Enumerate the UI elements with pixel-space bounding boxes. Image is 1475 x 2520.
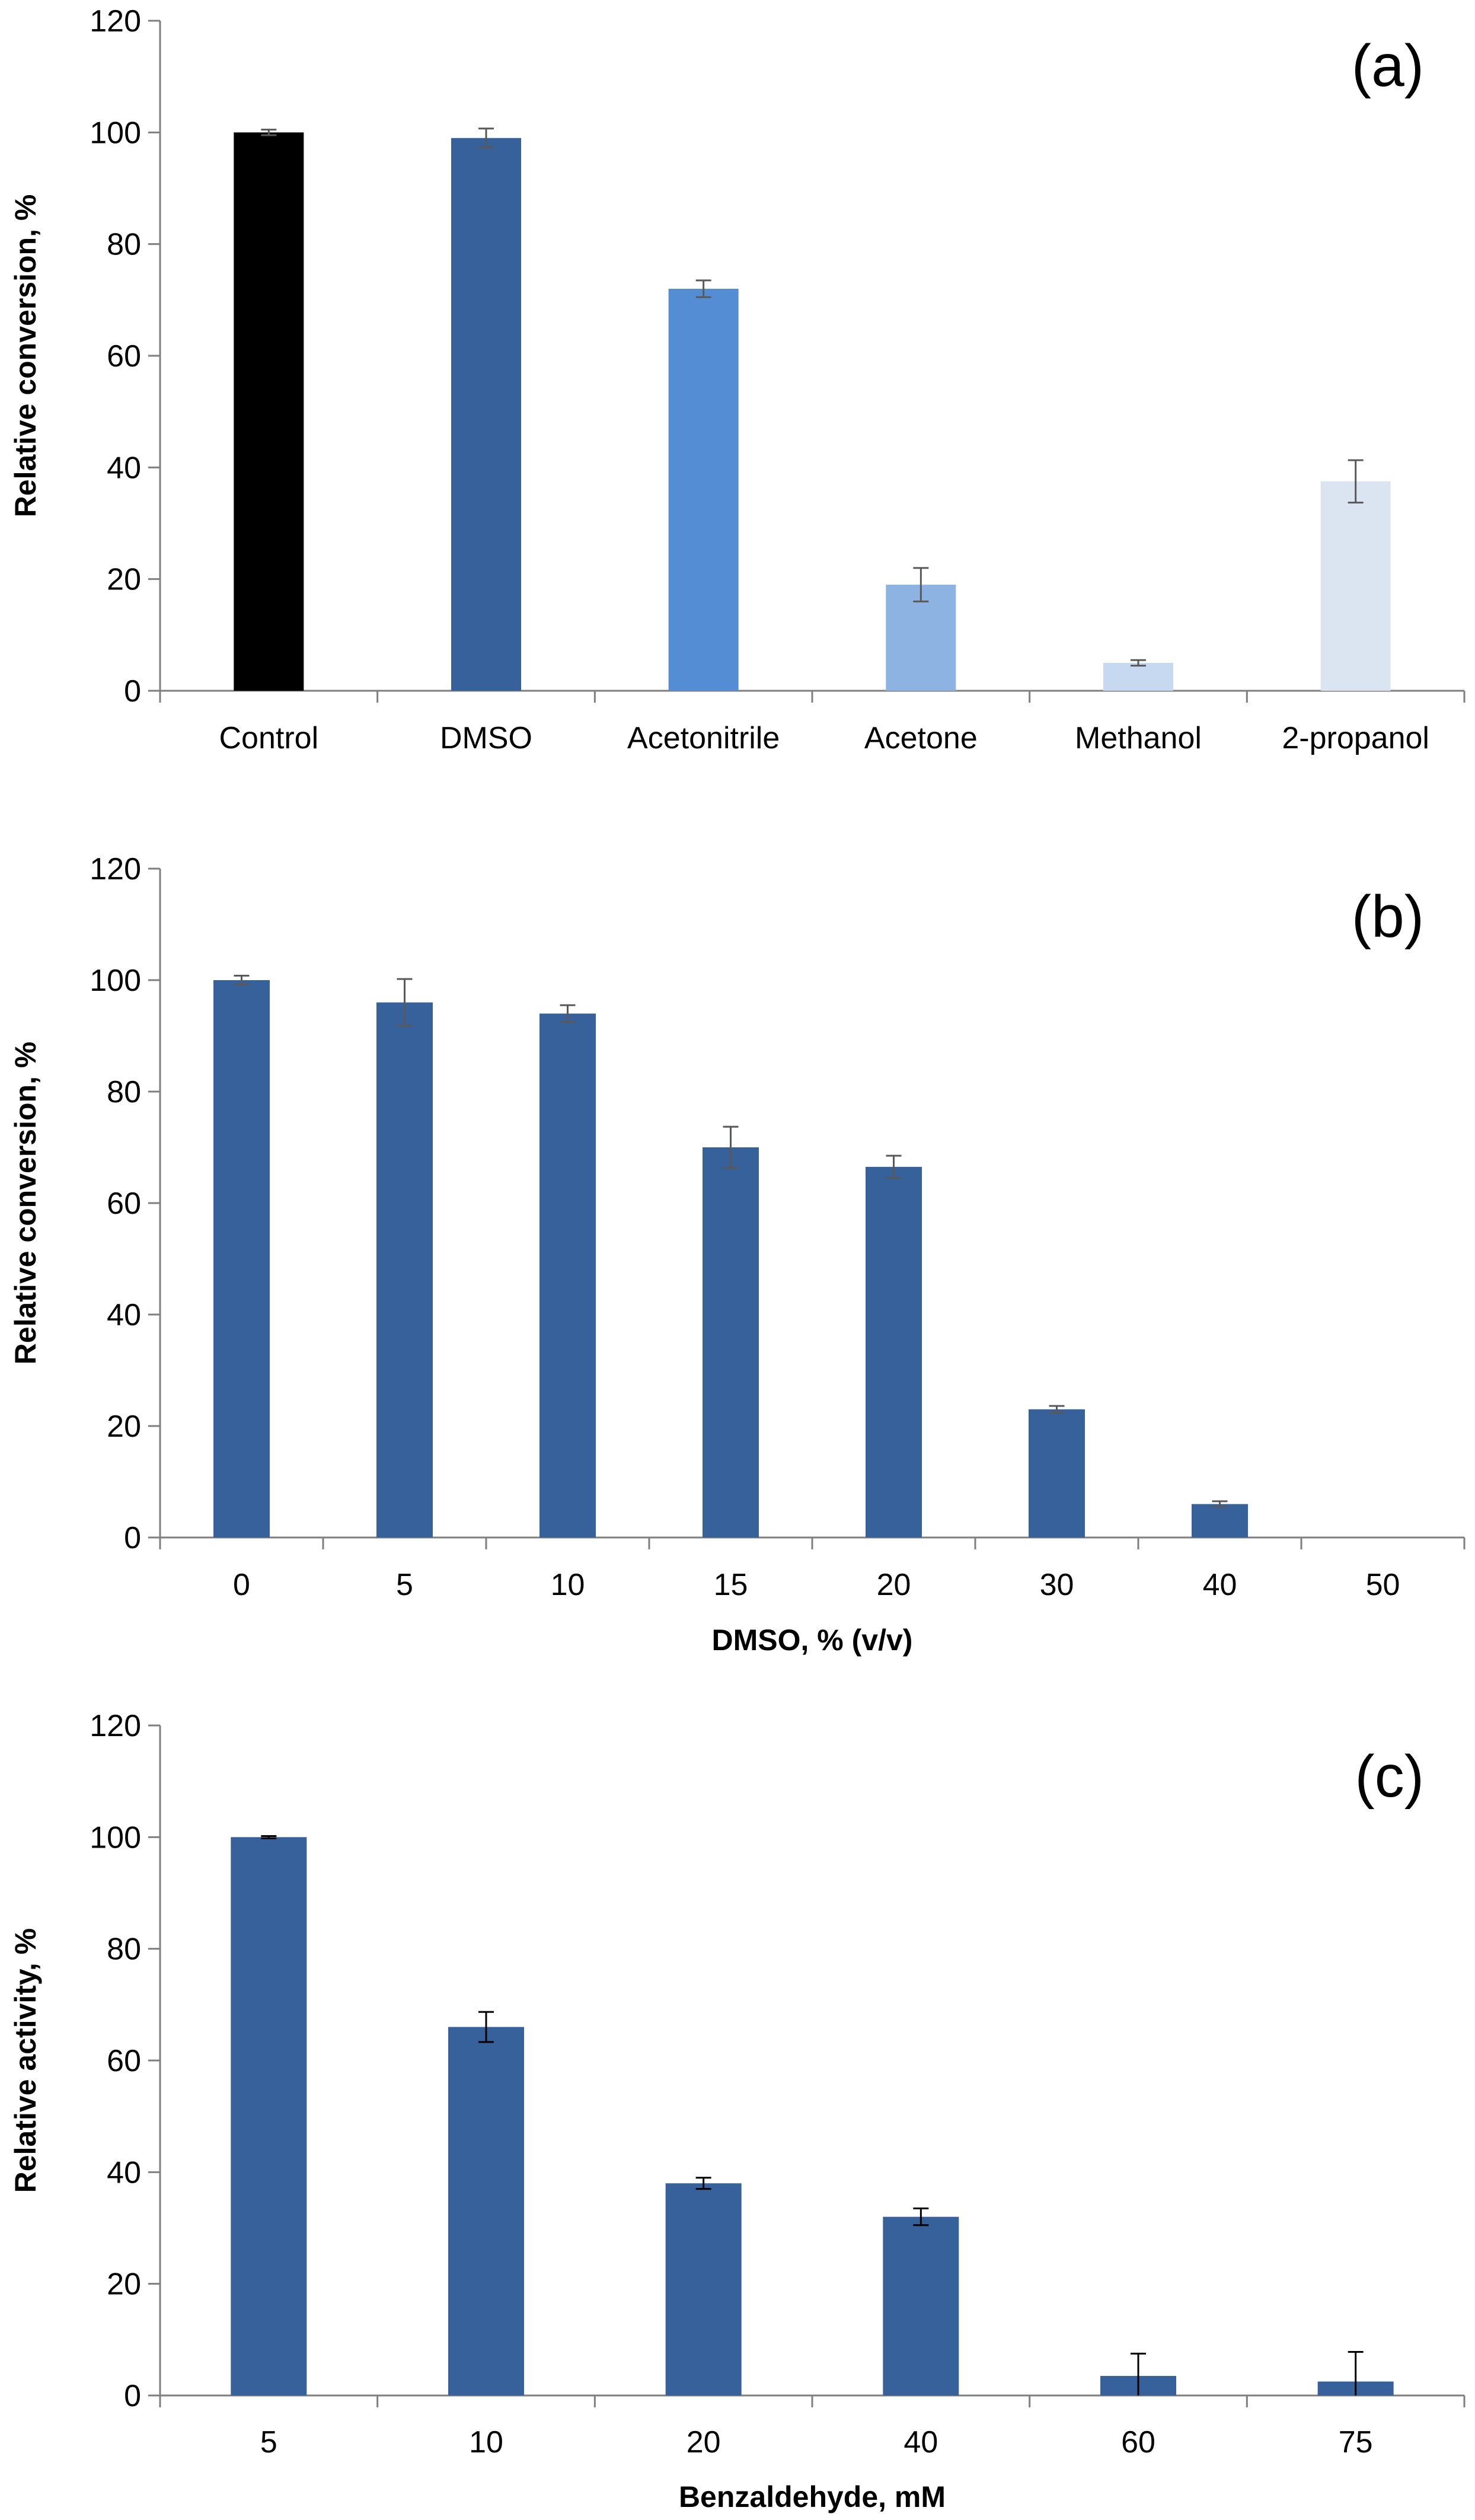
y-tick-label: 120 <box>90 852 141 886</box>
x-axis-title: Benzaldehyde, mM <box>679 2480 946 2513</box>
x-category-label: 40 <box>1203 1568 1237 1602</box>
x-category-label: 50 <box>1366 1568 1400 1602</box>
x-category-label: 15 <box>714 1568 748 1602</box>
error-bar <box>695 279 711 298</box>
error-bar <box>723 1125 739 1169</box>
bar <box>1320 481 1391 691</box>
bar <box>668 289 739 691</box>
error-bar <box>1348 2351 1364 2395</box>
bar <box>234 132 304 691</box>
error-bar <box>913 567 929 602</box>
y-tick-label: 0 <box>124 674 141 709</box>
error-bar <box>234 974 250 986</box>
error-bar <box>397 978 413 1027</box>
x-category-label: 60 <box>1121 2425 1155 2460</box>
y-tick-label: 100 <box>90 964 141 998</box>
x-axis-title: DMSO, % (v/v) <box>712 1623 913 1657</box>
bar <box>883 2216 959 2395</box>
error-bar <box>886 1154 902 1179</box>
panel-label: (a) <box>1352 33 1424 99</box>
error-bar <box>695 2177 711 2190</box>
y-tick-label: 60 <box>107 1186 141 1221</box>
bar <box>231 1837 307 2395</box>
error-bar <box>478 2011 494 2043</box>
y-tick-label: 20 <box>107 1409 141 1444</box>
y-tick-label: 60 <box>107 2044 141 2078</box>
y-tick-label: 40 <box>107 2155 141 2190</box>
chart-panel-b: 0 20 40 60 80 100 120 0 5 10 15 20 30 40 50 Relative co… <box>9 852 1466 1657</box>
error-bar <box>1131 2352 1146 2395</box>
error-bar <box>1348 459 1364 504</box>
x-category-label: 2-propanol <box>1282 721 1429 755</box>
y-tick-label: 100 <box>90 1820 141 1855</box>
y-tick-label: 120 <box>90 4 141 39</box>
y-tick-label: 60 <box>107 339 141 374</box>
y-tick-label: 40 <box>107 451 141 485</box>
chart-panel-a: 0 20 40 60 80 100 120 Control DMSO Acetonitrile Ac… <box>9 4 1466 755</box>
y-tick-label: 20 <box>107 2267 141 2302</box>
error-bar <box>560 1004 576 1023</box>
error-bar <box>913 2208 929 2226</box>
panel-label: (c) <box>1355 1743 1424 1810</box>
bar <box>1029 1409 1085 1537</box>
bar <box>539 1013 596 1537</box>
x-category-label: 75 <box>1339 2425 1373 2460</box>
error-bar <box>261 129 277 136</box>
error-bar <box>478 127 494 149</box>
bar <box>213 980 270 1537</box>
x-category-label: Acetonitrile <box>627 721 780 755</box>
y-tick-label: 80 <box>107 1932 141 1967</box>
bar <box>703 1147 759 1537</box>
y-tick-label: 80 <box>107 1075 141 1109</box>
bar <box>665 2183 742 2395</box>
error-bar <box>261 1835 277 1839</box>
bar <box>448 2027 524 2395</box>
bar <box>866 1166 922 1537</box>
chart-panel-c: 0 20 40 60 80 100 120 5 10 20 40 60 75 Relative activ… <box>9 1709 1466 2513</box>
error-bar <box>1131 659 1146 667</box>
y-tick-label: 20 <box>107 563 141 597</box>
y-tick-label: 0 <box>124 1521 141 1555</box>
y-tick-label: 40 <box>107 1298 141 1332</box>
x-category-label: 20 <box>877 1568 911 1602</box>
x-category-label: DMSO <box>440 721 532 755</box>
x-category-label: 5 <box>396 1568 413 1602</box>
y-tick-label: 100 <box>90 116 141 150</box>
x-category-label: 20 <box>687 2425 721 2460</box>
y-tick-label: 80 <box>107 228 141 262</box>
x-category-label: Acetone <box>864 721 978 755</box>
y-axis-title: Relative activity, % <box>9 1928 42 2193</box>
bar <box>1192 1504 1248 1537</box>
y-tick-label: 120 <box>90 1709 141 1743</box>
x-category-label: 10 <box>551 1568 585 1602</box>
bar <box>1103 662 1173 691</box>
y-tick-label: 0 <box>124 2379 141 2413</box>
x-category-label: Methanol <box>1075 721 1202 755</box>
bar <box>451 138 521 691</box>
bar <box>886 585 956 691</box>
y-axis-title: Relative conversion, % <box>9 194 42 518</box>
x-category-label: 40 <box>903 2425 938 2460</box>
error-bar <box>1049 1405 1065 1414</box>
x-category-label: 30 <box>1040 1568 1074 1602</box>
x-category-label: 10 <box>469 2425 503 2460</box>
error-bar <box>1212 1500 1228 1508</box>
panel-label: (b) <box>1352 883 1424 950</box>
x-category-label: 5 <box>260 2425 277 2460</box>
x-category-label: 0 <box>233 1568 250 1602</box>
bar <box>376 1002 433 1537</box>
x-category-label: Control <box>219 721 319 755</box>
y-axis-title: Relative conversion, % <box>9 1042 42 1365</box>
